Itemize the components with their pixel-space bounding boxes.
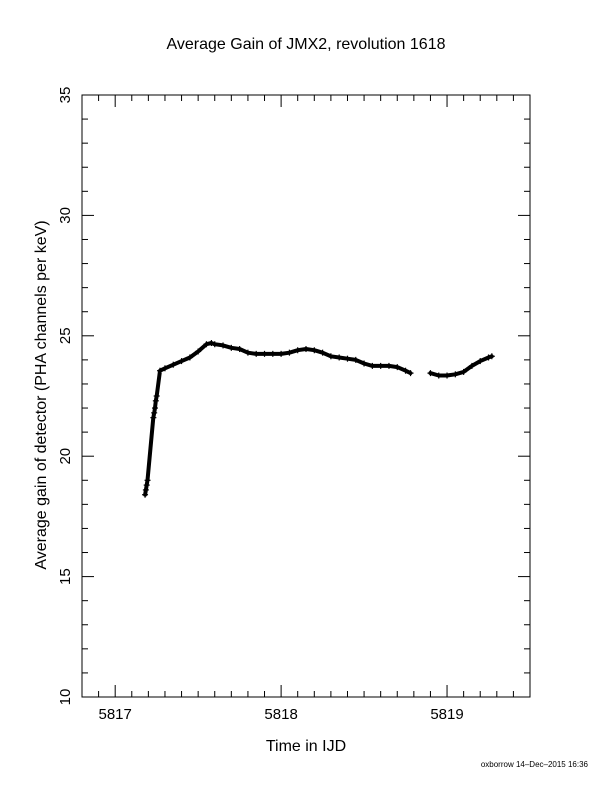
x-axis-label: Time in IJD — [265, 738, 347, 755]
footer-stamp: oxborrow 14–Dec–2015 16:36 — [480, 760, 588, 769]
data-series-band — [143, 341, 413, 497]
x-tick-label: 5819 — [430, 706, 463, 723]
y-tick-label: 25 — [57, 327, 74, 344]
y-tick-label: 10 — [57, 689, 74, 706]
y-tick-label: 35 — [57, 87, 74, 104]
y-tick-label: 15 — [57, 568, 74, 585]
y-tick-label: 20 — [57, 448, 74, 465]
plot-frame — [81, 94, 531, 698]
chart-title: Average Gain of JMX2, revolution 1618 — [166, 36, 446, 53]
x-tick-label: 5818 — [264, 706, 297, 723]
data-series-band — [428, 354, 494, 378]
y-axis-label: Average gain of detector (PHA channels p… — [33, 220, 50, 570]
y-tick-label: 30 — [57, 207, 74, 224]
x-tick-label: 5817 — [98, 706, 131, 723]
